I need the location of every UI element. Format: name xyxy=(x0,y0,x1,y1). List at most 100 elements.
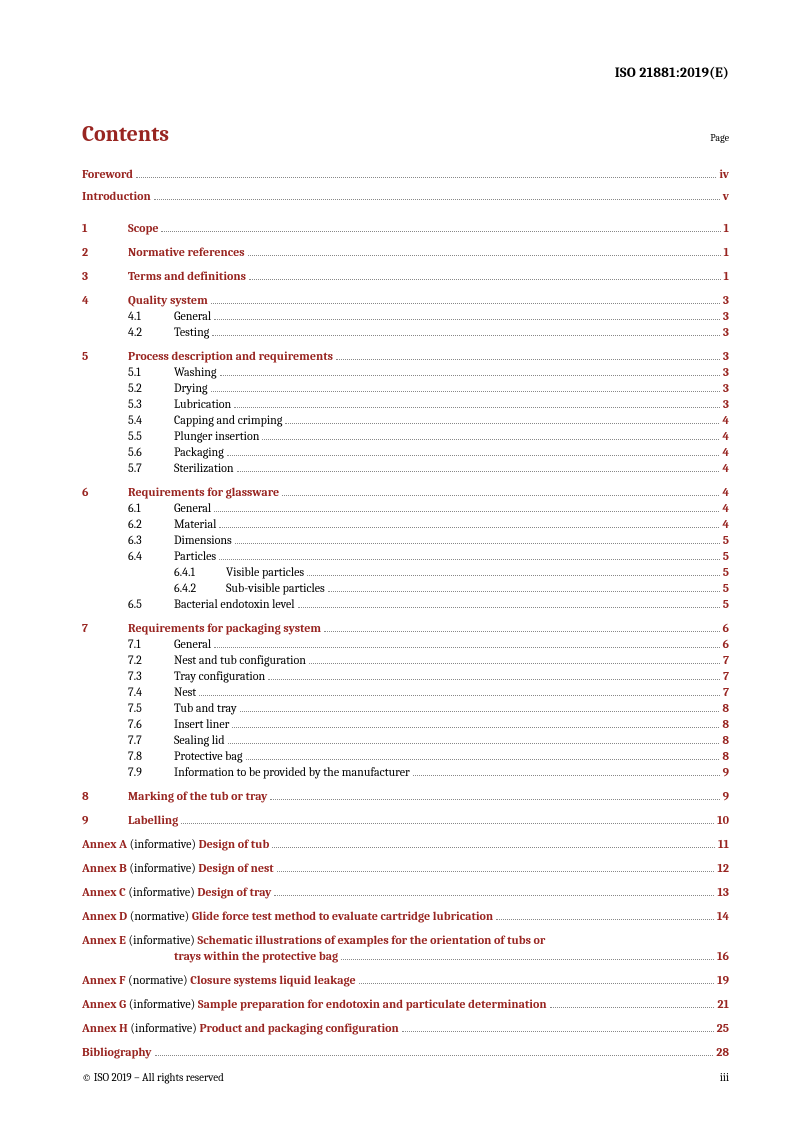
toc-title: Requirements for glassware xyxy=(128,485,279,499)
toc-entry[interactable]: Annex G (informative) Sample preparation… xyxy=(82,997,729,1011)
toc-section-number: 1 xyxy=(82,221,128,235)
toc-entry[interactable]: 7.1General6 xyxy=(82,637,729,651)
toc-entry[interactable]: 9Labelling10 xyxy=(82,813,729,827)
toc-title: Sub-visible particles xyxy=(226,581,325,595)
leader-dots xyxy=(214,647,719,648)
toc-title: Testing xyxy=(174,325,209,339)
toc-entry[interactable]: Annex D (normative) Glide force test met… xyxy=(82,909,729,923)
toc-entry[interactable]: 5.3Lubrication3 xyxy=(82,397,729,411)
toc-entry[interactable]: trays within the protective bag 16 xyxy=(82,949,729,963)
toc-entry[interactable]: 6.1General4 xyxy=(82,501,729,515)
toc-title: Insert liner xyxy=(174,717,229,731)
toc-entry[interactable]: Annex F (normative) Closure systems liqu… xyxy=(82,973,729,987)
toc-entry[interactable]: 4.1General3 xyxy=(82,309,729,323)
toc-page: 9 xyxy=(723,765,729,779)
toc-entry[interactable]: 7.3Tray configuration7 xyxy=(82,669,729,683)
leader-dots xyxy=(228,743,720,744)
leader-dots xyxy=(234,407,720,408)
toc-entry[interactable]: 3Terms and definitions1 xyxy=(82,269,729,283)
toc-title: Material xyxy=(174,517,216,531)
toc-title: Terms and definitions xyxy=(128,269,246,283)
toc-entry[interactable]: 6.4Particles5 xyxy=(82,549,729,563)
toc-page: 1 xyxy=(724,245,730,259)
toc-subsection-number: 6.4 xyxy=(128,549,174,563)
toc-page: 11 xyxy=(718,837,729,851)
document-id: ISO 21881:2019(E) xyxy=(82,64,729,81)
toc-entry[interactable]: 5.5Plunger insertion4 xyxy=(82,429,729,443)
toc-entry[interactable]: 7.4Nest7 xyxy=(82,685,729,699)
leader-dots xyxy=(211,391,720,392)
toc-title: Sterilization xyxy=(174,461,234,475)
toc-title: Tray configuration xyxy=(174,669,265,683)
toc-entry[interactable]: Forewordiv xyxy=(82,167,729,181)
leader-dots xyxy=(161,231,720,232)
toc-entry[interactable]: 6.4.1Visible particles5 xyxy=(82,565,729,579)
leader-dots xyxy=(219,559,720,560)
toc-title: Dimensions xyxy=(174,533,232,547)
toc-entry[interactable]: 7.9Information to be provided by the man… xyxy=(82,765,729,779)
page-column-label: Page xyxy=(710,132,729,144)
toc-subsection-number: 5.7 xyxy=(128,461,174,475)
toc-page: 16 xyxy=(717,949,729,963)
toc-entry[interactable]: 8Marking of the tub or tray9 xyxy=(82,789,729,803)
page-footer: © ISO 2019 – All rights reserved iii xyxy=(82,1071,729,1084)
toc-title: Foreword xyxy=(82,167,133,181)
toc-entry[interactable]: 7Requirements for packaging system6 xyxy=(82,621,729,635)
toc-subsection-number: 7.5 xyxy=(128,701,174,715)
toc-entry[interactable]: 6.3Dimensions5 xyxy=(82,533,729,547)
toc-entry[interactable]: Annex A (informative) Design of tub11 xyxy=(82,837,729,851)
toc-page: 4 xyxy=(722,461,729,475)
toc-entry[interactable]: 2Normative references1 xyxy=(82,245,729,259)
toc-page: 13 xyxy=(717,885,729,899)
toc-title: Annex B (informative) Design of nest xyxy=(82,861,274,875)
toc-entry[interactable]: 7.7Sealing lid8 xyxy=(82,733,729,747)
leader-dots xyxy=(277,871,715,872)
toc-entry[interactable]: 5Process description and requirements3 xyxy=(82,349,729,363)
toc-subsection-number: 7.2 xyxy=(128,653,174,667)
toc-entry[interactable]: 7.2Nest and tub configuration7 xyxy=(82,653,729,667)
toc-entry[interactable]: Annex B (informative) Design of nest12 xyxy=(82,861,729,875)
leader-dots xyxy=(496,919,714,920)
toc-title: Drying xyxy=(174,381,208,395)
toc-entry[interactable]: 7.6Insert liner8 xyxy=(82,717,729,731)
toc-page: 7 xyxy=(723,685,729,699)
toc-entry[interactable]: 6.4.2Sub-visible particles5 xyxy=(82,581,729,595)
toc-title: trays within the protective bag xyxy=(174,949,338,963)
toc-title: Scope xyxy=(128,221,158,235)
toc-title: General xyxy=(174,637,211,651)
toc-entry[interactable]: Bibliography28 xyxy=(82,1045,729,1059)
toc-entry[interactable]: Annex C (informative) Design of tray13 xyxy=(82,885,729,899)
toc-entry[interactable]: 5.4Capping and crimping4 xyxy=(82,413,729,427)
toc-entry[interactable]: Annex E (informative) Schematic illustra… xyxy=(82,933,729,947)
toc-page: 25 xyxy=(717,1021,729,1035)
leader-dots xyxy=(248,255,721,256)
toc-entry[interactable]: 1Scope1 xyxy=(82,221,729,235)
toc-entry[interactable]: 4.2Testing3 xyxy=(82,325,729,339)
leader-dots xyxy=(240,711,720,712)
toc-entry[interactable]: Annex H (informative) Product and packag… xyxy=(82,1021,729,1035)
toc-entry[interactable]: 4Quality system3 xyxy=(82,293,729,307)
toc-entry[interactable]: 7.5Tub and tray8 xyxy=(82,701,729,715)
toc-entry[interactable]: 7.8Protective bag8 xyxy=(82,749,729,763)
toc-entry[interactable]: 6.5Bacterial endotoxin level5 xyxy=(82,597,729,611)
toc-entry[interactable]: Introductionv xyxy=(82,189,729,203)
toc-section-number: 6 xyxy=(82,485,128,499)
leader-dots xyxy=(341,959,714,960)
toc-title: Introduction xyxy=(82,189,151,203)
toc-page: 19 xyxy=(717,973,729,987)
toc-entry[interactable]: 5.1Washing3 xyxy=(82,365,729,379)
toc-entry[interactable]: 5.7Sterilization 4 xyxy=(82,461,729,475)
toc-page: 28 xyxy=(716,1045,729,1059)
leader-dots xyxy=(214,511,719,512)
toc-entry[interactable]: 5.6Packaging4 xyxy=(82,445,729,459)
toc-page: 8 xyxy=(722,717,729,731)
toc-title: Labelling xyxy=(128,813,178,827)
toc-entry[interactable]: 5.2Drying3 xyxy=(82,381,729,395)
leader-dots xyxy=(359,983,714,984)
leader-dots xyxy=(550,1007,715,1008)
toc-entry[interactable]: 6.2Material4 xyxy=(82,517,729,531)
toc-title: Capping and crimping xyxy=(174,413,282,427)
toc-subsection-number: 7.4 xyxy=(128,685,174,699)
leader-dots xyxy=(199,695,720,696)
toc-entry[interactable]: 6Requirements for glassware4 xyxy=(82,485,729,499)
